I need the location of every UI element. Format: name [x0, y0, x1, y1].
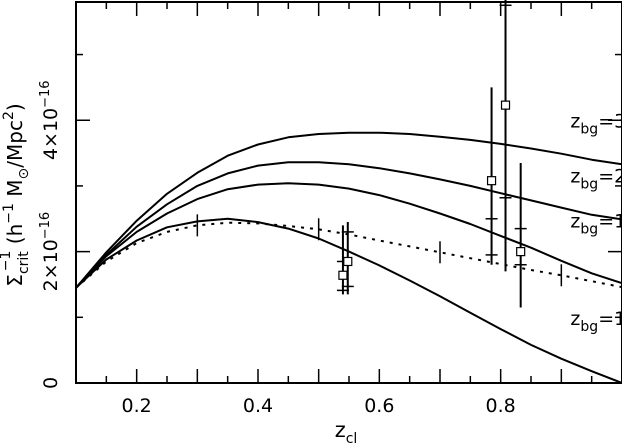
y-tick-label: 2×10−16: [38, 212, 62, 292]
annot-main: z: [570, 210, 580, 232]
y-tick-mantissa: 2×10: [40, 239, 62, 291]
curve-z-bg-1-5: [75, 182, 622, 289]
data-point-marker: [486, 176, 497, 186]
annot-rest: =3.0: [598, 110, 622, 132]
annot-rest: =2.0: [598, 166, 622, 188]
annot-rest: =1.5: [598, 210, 622, 232]
curve-z-bg-3-0: [75, 131, 622, 289]
curve-z-bg-1-0: [75, 217, 622, 384]
plot-frame: [75, 1, 622, 384]
x-axis-label-main: z: [335, 418, 346, 442]
y-tick-mantissa: 4×10: [40, 108, 62, 160]
annot-main: z: [570, 166, 580, 188]
label-zbg-2: zbg=2.0: [570, 166, 622, 193]
x-tick-label: 0.4: [243, 395, 273, 417]
y-label-sigma: Σ: [3, 274, 27, 287]
y-tick-exponent: −16: [38, 212, 53, 239]
annot-sub: bg: [580, 221, 598, 237]
annot-rest: =1.0: [598, 308, 622, 330]
annot-main: z: [570, 110, 580, 132]
y-label-units-prefix-sup: −1: [1, 203, 17, 224]
curve-z-bg-2-0: [75, 161, 622, 289]
label-zbg-1: zbg=1.0: [570, 308, 622, 335]
x-tick-label: 0.2: [122, 395, 152, 417]
x-axis-label: zcl: [335, 418, 358, 446]
y-tick-label: 0: [40, 377, 62, 389]
data-point-marker: [516, 247, 526, 257]
tick-marks: [76, 2, 622, 383]
y-axis-label: Σcrit−1 (h−1 M⊙/Mpc2): [0, 103, 32, 286]
y-label-units-sun: ⊙: [16, 168, 32, 180]
y-label-units-prefix: (h: [3, 224, 27, 251]
x-axis-label-sub: cl: [346, 431, 358, 446]
annotations: zbg=3.0zbg=2.0zbg=1.5zbg=1.0: [570, 110, 622, 335]
data-points: [336, 0, 527, 308]
model-curves: [75, 131, 622, 384]
label-zbg-15: zbg=1.5: [570, 210, 622, 237]
y-tick-exponent: −16: [38, 80, 53, 107]
y-label-units-mid: M: [3, 179, 27, 203]
dotted-curve-ticks: [196, 214, 563, 287]
y-label-sub: crit: [16, 251, 32, 274]
y-label-units-close: ): [3, 103, 27, 111]
y-tick-label: 4×10−16: [38, 80, 62, 160]
x-tick-label: 0.8: [486, 395, 516, 417]
label-zbg-3: zbg=3.0: [570, 110, 622, 137]
data-point-marker: [500, 100, 511, 110]
tick-labels: 0.2 0.4 0.6 0.802×10−164×10−16: [38, 80, 516, 417]
annot-sub: bg: [580, 319, 598, 335]
annot-sub: bg: [580, 121, 598, 137]
y-label-units-after: /Mpc: [3, 120, 27, 168]
data-point-marker: [343, 256, 353, 267]
data-point-marker: [338, 270, 348, 280]
y-label-sup: −1: [0, 251, 14, 272]
x-tick-label: 0.6: [364, 395, 394, 417]
annot-sub: bg: [580, 177, 598, 193]
y-label-units-after-sup: 2: [1, 111, 17, 120]
annot-main: z: [570, 308, 580, 330]
